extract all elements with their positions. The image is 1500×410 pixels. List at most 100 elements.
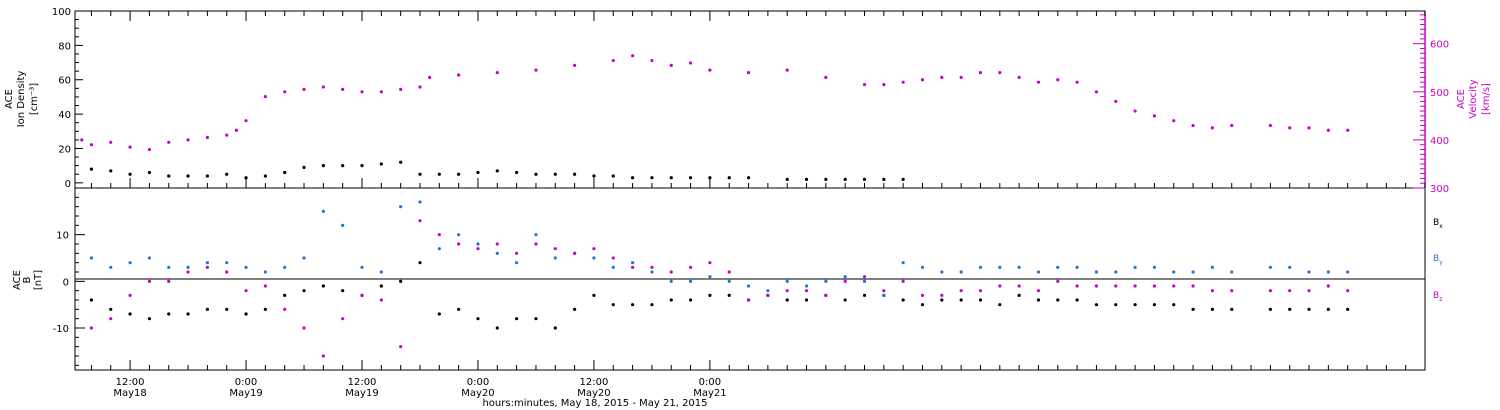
bz-point [862, 275, 867, 279]
bz-point [1210, 289, 1215, 293]
by-point [283, 265, 287, 269]
velocity-point [959, 75, 963, 79]
top-left-ytick-label: 80 [58, 41, 71, 52]
bx-point [1017, 293, 1021, 297]
bx-point [495, 326, 499, 330]
bz-point [592, 247, 596, 251]
bx-point [283, 293, 287, 297]
bx-point [186, 312, 190, 316]
bz-point [302, 326, 306, 330]
velocity-point [1017, 75, 1021, 79]
density-point [379, 162, 383, 166]
top-left-ytick-label: 20 [58, 144, 71, 155]
by-point [244, 265, 248, 269]
x-tick-label-date: May19 [345, 388, 378, 399]
bz-point [1288, 289, 1292, 293]
velocity-point [1133, 109, 1137, 113]
density-point [611, 174, 615, 178]
velocity-point [1268, 123, 1272, 128]
bz-point [1230, 289, 1234, 293]
by-point [1230, 270, 1234, 274]
by-point [901, 261, 905, 265]
by-point [766, 289, 770, 293]
bx-point [998, 303, 1002, 307]
velocity-point [341, 87, 345, 91]
by-point [379, 270, 383, 274]
bx-point [630, 303, 635, 307]
density-point [263, 174, 267, 178]
bx-point [804, 298, 809, 302]
bx-point [321, 284, 325, 288]
by-point [186, 265, 190, 269]
bx-point [205, 307, 209, 311]
by-point [553, 256, 557, 260]
bx-point [1210, 307, 1215, 311]
by-point [1172, 270, 1176, 274]
velocity-point [1326, 128, 1330, 132]
bz-point [1075, 284, 1079, 288]
bz-point [244, 289, 248, 293]
bx-point [399, 279, 403, 283]
x-tick-label-date: May21 [693, 388, 726, 399]
by-point [476, 242, 480, 246]
top-left-ytick-label: 40 [58, 110, 71, 121]
bz-point [1326, 284, 1330, 288]
by-point [746, 284, 751, 288]
bz-point [283, 307, 287, 311]
bz-point [978, 289, 983, 293]
bz-point [1036, 289, 1041, 293]
by-point [1152, 265, 1157, 269]
bottom-ytick-label: 0 [63, 277, 69, 288]
bx-point [843, 298, 847, 302]
velocity-point [573, 63, 577, 67]
density-point [727, 176, 731, 180]
by-point [978, 265, 983, 269]
bz-point [1172, 284, 1176, 288]
by-point [1326, 270, 1330, 274]
velocity-point [379, 90, 383, 94]
x-tick-label-time: 12:00 [348, 377, 377, 388]
velocity-point [234, 128, 238, 132]
by-point [862, 279, 867, 283]
bz-point [553, 247, 557, 251]
by-point [1094, 270, 1099, 274]
velocity-point [321, 85, 325, 89]
bx-point [1094, 303, 1099, 307]
by-point [225, 261, 229, 265]
velocity-point [186, 138, 190, 142]
bx-point [1133, 303, 1137, 307]
velocity-point [399, 87, 403, 91]
bz-point [225, 270, 229, 274]
density-point [746, 176, 751, 180]
velocity-point [1075, 80, 1079, 84]
density-point [650, 176, 654, 180]
velocity-point [978, 70, 983, 75]
by-point [89, 256, 94, 260]
bz-point [205, 265, 209, 269]
x-tick-label-date: May19 [229, 388, 262, 399]
by-point [824, 279, 828, 283]
velocity-point [630, 54, 635, 58]
x-tick-label-time: 0:00 [467, 377, 489, 388]
by-point [804, 284, 809, 288]
by-point [843, 275, 847, 279]
velocity-point [80, 138, 84, 142]
by-point [669, 279, 673, 283]
bottom-ylabel-line3: [nT] [33, 270, 44, 290]
bx-point [379, 284, 383, 288]
density-point [244, 176, 248, 180]
velocity-point [1346, 128, 1350, 132]
velocity-point [457, 73, 461, 77]
velocity-point [283, 90, 287, 94]
velocity-point [167, 140, 171, 144]
velocity-point [920, 78, 925, 82]
by-point [998, 265, 1002, 269]
density-point [669, 176, 673, 180]
density-point [785, 177, 789, 182]
density-point [457, 172, 461, 176]
top-right-ylabel-line2: Velocity [1468, 79, 1479, 118]
bx-point [1152, 303, 1157, 307]
top-left-ytick-label: 100 [52, 7, 71, 18]
bz-point [476, 247, 480, 251]
bx-point [167, 312, 171, 316]
